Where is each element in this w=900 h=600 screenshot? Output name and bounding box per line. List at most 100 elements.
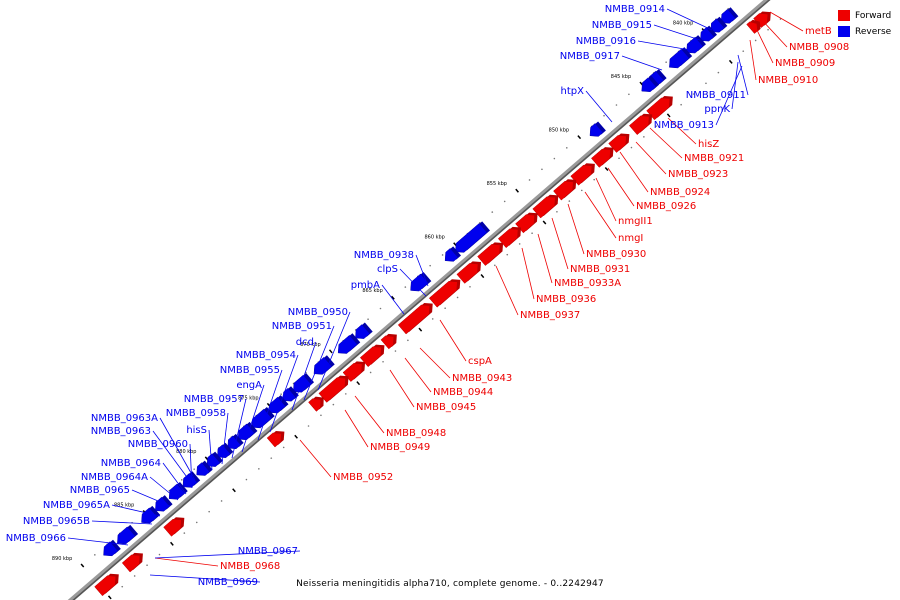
- forward-gene-label-leader: [344, 409, 369, 448]
- forward-gene-label-leader: [154, 557, 219, 567]
- reverse-gene-label-leader: [666, 8, 713, 31]
- forward-gene: [397, 304, 430, 335]
- reverse-gene: [237, 423, 255, 441]
- minor-tick: [379, 307, 382, 310]
- reverse-gene-label-leader: [131, 489, 171, 507]
- minor-tick: [180, 479, 183, 481]
- minor-tick: [593, 178, 595, 181]
- reverse-gene-label: NMBB_0966: [6, 533, 66, 544]
- minor-tick: [280, 393, 282, 395]
- reverse-gene-label-leader: [621, 55, 663, 71]
- forward-gene-label-leader: [769, 11, 804, 32]
- reverse-gene: [103, 541, 119, 557]
- reverse-gene-label: NMBB_0938: [354, 250, 414, 261]
- forward-gene-label: NMBB_0952: [333, 472, 393, 483]
- reverse-gene-label-leader: [241, 384, 265, 453]
- minor-tick: [220, 500, 223, 502]
- forward-gene-label: NMBB_0921: [684, 153, 744, 164]
- reverse-gene: [227, 435, 242, 450]
- reverse-gene: [641, 77, 657, 92]
- forward-gene-label-leader: [404, 357, 432, 393]
- forward-gene-label: NMBB_0908: [789, 42, 849, 53]
- reverse-gene-label-leader: [317, 311, 351, 391]
- forward-gene-label: NMBB_0943: [452, 373, 512, 384]
- forward-gene-label: nmgII1: [618, 216, 653, 227]
- forward-gene-label-leader: [607, 167, 635, 207]
- forward-gene-label-leader: [495, 265, 519, 316]
- minor-tick: [404, 286, 407, 288]
- reverse-gene: [686, 36, 704, 54]
- minor-tick: [121, 585, 124, 588]
- forward-gene: [553, 180, 574, 201]
- reverse-gene-label-leader: [585, 90, 613, 123]
- reverse-gene: [355, 324, 371, 339]
- reverse-gene-label: htpX: [561, 86, 585, 97]
- tick-mark: [542, 220, 547, 225]
- reverse-gene: [337, 334, 358, 354]
- reverse-gene-label-leader: [189, 443, 193, 489]
- reverse-gene-label: NMBB_0951: [272, 321, 332, 332]
- reverse-gene: [455, 223, 488, 253]
- forward-gene: [359, 346, 382, 368]
- reverse-gene-label: NMBB_0965: [70, 485, 130, 496]
- minor-tick: [369, 371, 372, 374]
- reverse-gene-label: NMBB_0963: [91, 426, 151, 437]
- minor-tick: [133, 575, 136, 577]
- forward-gene: [266, 432, 282, 448]
- minor-tick: [767, 28, 769, 31]
- minor-tick: [491, 211, 494, 213]
- tick-mark: [604, 166, 609, 171]
- reverse-gene: [710, 18, 725, 33]
- forward-gene: [456, 263, 479, 284]
- reverse-gene-label-leader: [737, 54, 749, 96]
- minor-tick: [431, 318, 434, 320]
- reverse-gene: [669, 48, 690, 69]
- forward-gene-label-leader: [521, 247, 535, 300]
- tick-mark: [577, 135, 582, 140]
- forward-gene-label: cspA: [468, 356, 492, 367]
- reverse-gene-label-leader: [637, 40, 691, 51]
- minor-tick: [456, 296, 459, 299]
- forward-gene: [428, 280, 458, 308]
- reverse-gene-label-leader: [399, 268, 427, 297]
- reverse-gene-label-leader: [303, 325, 335, 401]
- reverse-gene: [444, 248, 459, 262]
- minor-tick: [195, 521, 198, 524]
- minor-tick: [494, 264, 496, 267]
- forward-gene: [94, 575, 117, 597]
- minor-tick: [320, 414, 322, 417]
- minor-tick: [307, 425, 310, 427]
- reverse-gene-label: NMBB_0965B: [23, 516, 90, 527]
- reverse-gene-label-leader: [715, 65, 743, 126]
- forward-gene: [318, 377, 346, 403]
- forward-gene-label: NMBB_0944: [433, 387, 493, 398]
- reverse-gene-label: NMBB_0955: [220, 365, 280, 376]
- reverse-gene-label-leader: [257, 369, 283, 441]
- forward-gene-label-leader: [649, 127, 683, 159]
- tick-mark: [480, 274, 485, 279]
- reverse-gene-label-leader: [731, 61, 739, 110]
- forward-gene: [629, 115, 650, 136]
- forward-gene-label-leader: [759, 17, 788, 48]
- reverse-gene-label: NMBB_0954: [236, 350, 296, 361]
- tick-label: 845 kbp: [611, 74, 631, 80]
- forward-gene: [591, 148, 611, 168]
- forward-gene-label: NMBB_0933A: [554, 278, 621, 289]
- forward-gene-label: NMBB_0945: [416, 402, 476, 413]
- tick-mark: [666, 113, 671, 118]
- reverse-gene-label: hisS: [186, 425, 207, 436]
- reverse-gene-label-leader: [111, 504, 161, 517]
- forward-gene-label: NMBB_0930: [586, 249, 646, 260]
- minor-tick: [193, 468, 195, 470]
- minor-tick: [615, 104, 618, 106]
- minor-tick: [618, 157, 620, 160]
- tick-mark: [515, 188, 519, 193]
- reverse-gene-label: NMBB_0915: [592, 20, 652, 31]
- forward-gene-label: nmgI: [618, 233, 643, 244]
- tick-label: 890 kbp: [52, 556, 72, 562]
- reverse-swatch: [838, 26, 850, 37]
- forward-gene-label-leader: [537, 233, 553, 284]
- legend-forward-label: Forward: [855, 11, 892, 21]
- reverse-gene: [155, 496, 170, 512]
- reverse-gene-label-leader: [221, 412, 229, 465]
